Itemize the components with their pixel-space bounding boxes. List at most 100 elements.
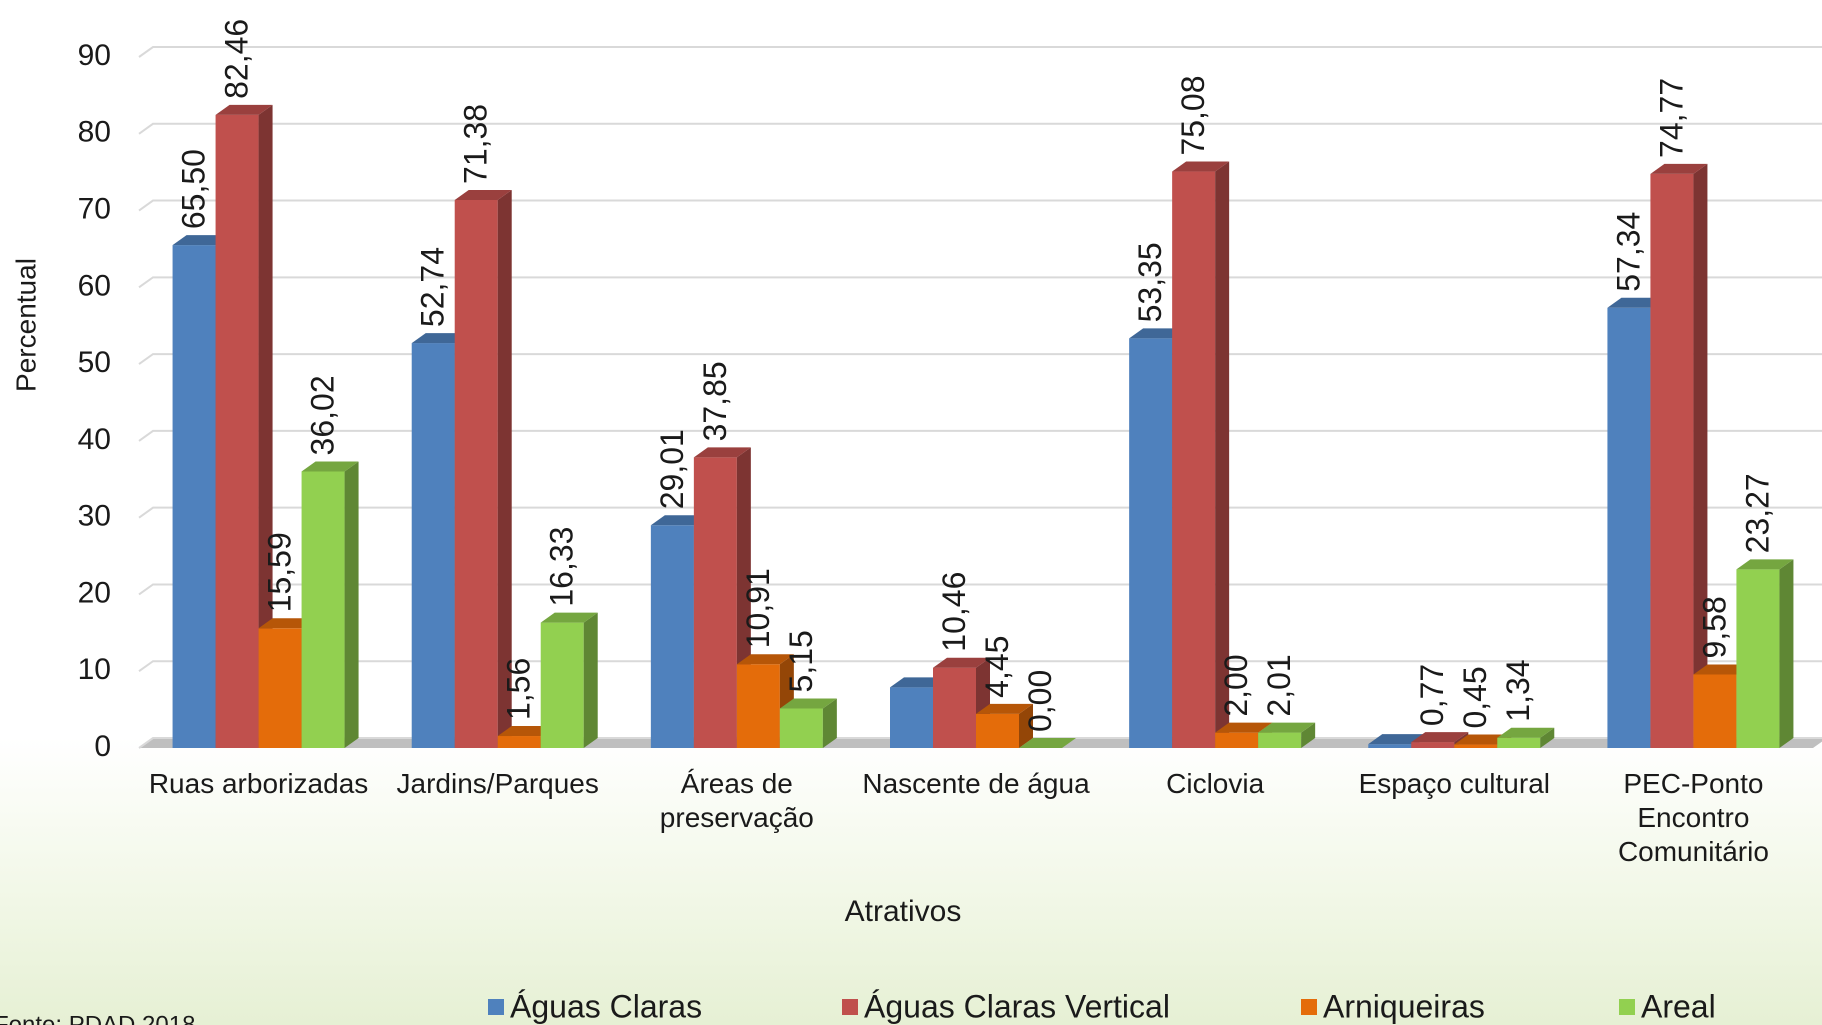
bar-front <box>1172 171 1216 749</box>
bar-top <box>497 726 555 737</box>
grid-line <box>138 276 1822 289</box>
x-tick-label: Espaço cultural <box>1358 768 1550 799</box>
bar-side <box>258 104 273 748</box>
x-tick-label: Ciclovia <box>1166 768 1265 799</box>
bar-front <box>736 664 780 748</box>
bar-top <box>890 677 947 688</box>
data-label: 2,01 <box>1261 654 1297 716</box>
data-label: 1,34 <box>1500 659 1536 721</box>
legend-swatch <box>842 999 858 1015</box>
bar-side <box>1301 722 1316 748</box>
bar-front <box>976 713 1019 748</box>
bar-top <box>736 654 794 665</box>
grid-line <box>138 199 1822 212</box>
bar-top <box>1411 732 1469 743</box>
bar-front <box>1736 569 1780 748</box>
bar <box>1258 722 1316 748</box>
bar-front <box>215 114 259 748</box>
bar-top <box>976 703 1033 714</box>
bar-front <box>540 622 584 748</box>
bar-front <box>411 343 455 748</box>
y-tick-label: 70 <box>78 192 111 225</box>
data-label: 4,45 <box>979 636 1015 698</box>
bar-side <box>344 461 359 748</box>
grid-line <box>138 506 1822 519</box>
bar-top <box>1454 734 1512 745</box>
bar-front <box>1650 173 1694 748</box>
x-tick-label: Áreas de preservação <box>659 768 814 833</box>
bar-front <box>779 708 823 748</box>
bar-top <box>1736 559 1794 570</box>
bar-top <box>1258 722 1316 733</box>
x-tick-label: Ruas arborizadas <box>148 768 369 799</box>
data-label: 10,46 <box>936 572 972 652</box>
legend-label: Águas Claras Vertical <box>864 988 1170 1024</box>
data-label: 0,77 <box>1414 664 1450 726</box>
data-label: 52,74 <box>415 247 451 327</box>
source-note: Fonte: PDAD 2018 <box>0 1011 195 1025</box>
legend-label: Águas Claras <box>510 988 702 1024</box>
bar-top <box>258 618 316 629</box>
bar-top <box>693 447 751 458</box>
legend-swatch <box>488 999 504 1015</box>
y-tick-label: 40 <box>78 423 111 456</box>
bar-top <box>1129 328 1187 339</box>
bar-top <box>1693 664 1751 675</box>
y-tick-label: 0 <box>94 730 111 763</box>
bar-side <box>1693 163 1708 748</box>
bar <box>301 461 359 748</box>
bar-front <box>933 667 976 748</box>
y-tick-label: 30 <box>78 500 111 533</box>
legend-swatch <box>1619 999 1635 1015</box>
bar-side <box>1779 559 1794 748</box>
bar-top <box>1172 161 1230 172</box>
data-label: 0,00 <box>1022 670 1058 732</box>
bar-front <box>693 457 737 748</box>
x-tick-label: Nascente de água <box>862 768 1090 799</box>
bar <box>779 698 837 748</box>
bar-top <box>172 235 230 246</box>
y-axis-label: Percentual <box>10 258 41 392</box>
data-label: 9,58 <box>1696 596 1732 658</box>
bar-top <box>1607 297 1665 308</box>
bar-top <box>301 461 359 472</box>
data-label: 15,59 <box>262 532 298 612</box>
bar-top <box>1019 738 1076 748</box>
bar-top <box>933 657 990 668</box>
y-tick-label: 60 <box>78 269 111 302</box>
data-label: 36,02 <box>305 375 341 455</box>
y-tick-label: 10 <box>78 653 111 686</box>
grid-line <box>138 583 1822 596</box>
data-label: 53,35 <box>1132 242 1168 322</box>
data-label: 37,85 <box>697 361 733 441</box>
bar-front <box>1693 674 1737 748</box>
bar-front <box>1215 732 1259 748</box>
bar <box>1650 163 1708 748</box>
bar <box>215 104 273 748</box>
legend-label: Arniqueiras <box>1323 988 1485 1024</box>
y-tick-label: 20 <box>78 576 111 609</box>
legend-label: Areal <box>1641 988 1716 1024</box>
data-label: 5,15 <box>783 630 819 692</box>
bar-front <box>497 736 541 748</box>
bar-top <box>454 189 512 200</box>
data-label: 10,91 <box>740 568 776 648</box>
bar-front <box>454 199 498 749</box>
bar <box>540 612 598 748</box>
bar-front <box>1129 338 1173 748</box>
grid-line <box>138 122 1822 135</box>
grid-line <box>138 353 1822 365</box>
data-label: 75,08 <box>1175 75 1211 155</box>
bar-top <box>650 515 708 526</box>
bar-front <box>1368 744 1412 748</box>
legend-swatch <box>1301 999 1317 1015</box>
bar-top <box>1497 727 1555 738</box>
bar <box>976 703 1033 748</box>
bar <box>1736 559 1794 748</box>
bar-front <box>1607 307 1651 748</box>
data-label: 65,50 <box>176 149 212 229</box>
bar-front <box>172 245 216 748</box>
bar-side <box>583 612 598 748</box>
y-tick-label: 50 <box>78 346 111 379</box>
bar-top <box>215 104 273 115</box>
